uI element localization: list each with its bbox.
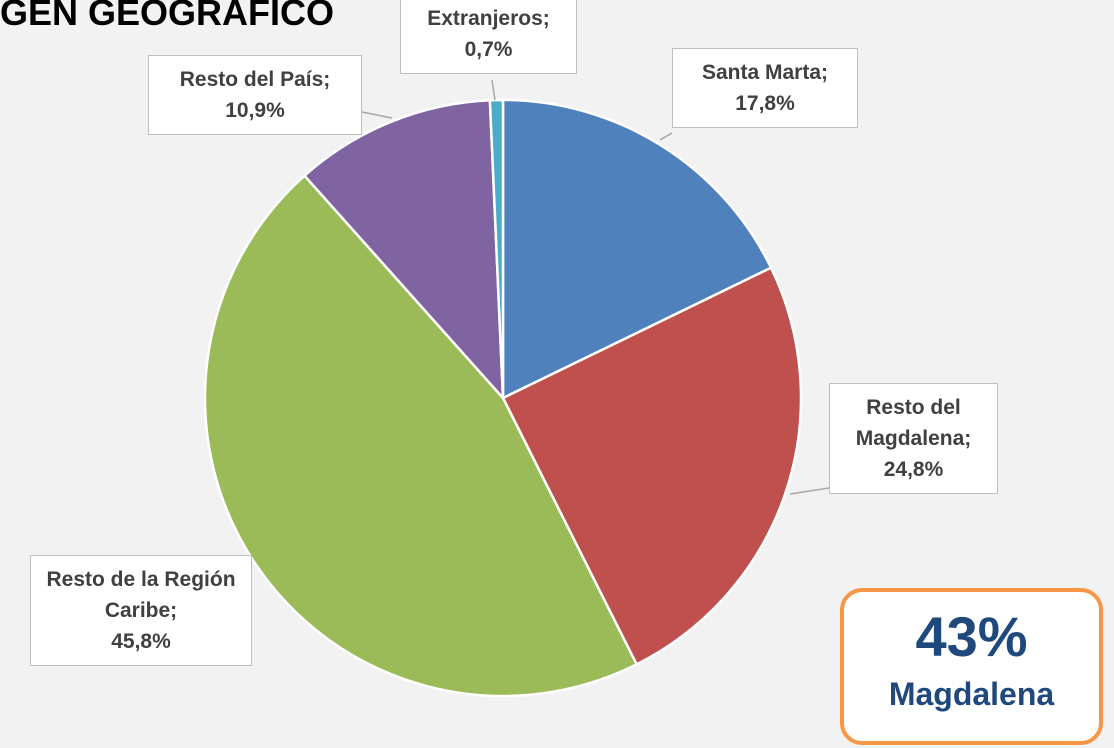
- pie-slice: [302, 98, 505, 402]
- data-label: Resto del País; 10,9%: [148, 55, 362, 135]
- pie: [203, 98, 803, 698]
- data-label: Resto del Magdalena; 24,8%: [829, 383, 998, 494]
- data-label: Santa Marta; 17,8%: [672, 48, 858, 128]
- label-value: 24,8%: [883, 458, 944, 481]
- label-category: Santa Marta;: [701, 61, 829, 84]
- label-category: Extranjeros;: [427, 7, 550, 30]
- annotation-label: Magdalena: [888, 676, 1055, 712]
- leader-line: [491, 79, 496, 101]
- data-label: Resto de la Región Caribe; 45,8%: [30, 555, 252, 666]
- pie-slice: [203, 173, 639, 698]
- label-value: 0,7%: [464, 38, 513, 61]
- label-value: 17,8%: [735, 92, 795, 115]
- label-value: 45,8%: [111, 630, 171, 653]
- pie-slice: [501, 98, 773, 400]
- annotation-value: 43%: [915, 605, 1028, 668]
- leader-line: [789, 487, 830, 495]
- annotation: 43% Magdalena: [840, 588, 1103, 745]
- label-category: Resto de la Región Caribe;: [46, 568, 236, 622]
- label-category: Resto del Magdalena;: [855, 396, 972, 450]
- pie-slice: [488, 98, 505, 399]
- chart-title: GEN GEOGRÁFICO: [0, 0, 335, 33]
- leader-line: [659, 132, 673, 141]
- label-value: 10,9%: [225, 99, 285, 122]
- pie-slice: [501, 266, 803, 667]
- leader-line: [361, 111, 393, 119]
- data-label: Extranjeros; 0,7%: [400, 0, 577, 74]
- label-category: Resto del País;: [179, 68, 331, 91]
